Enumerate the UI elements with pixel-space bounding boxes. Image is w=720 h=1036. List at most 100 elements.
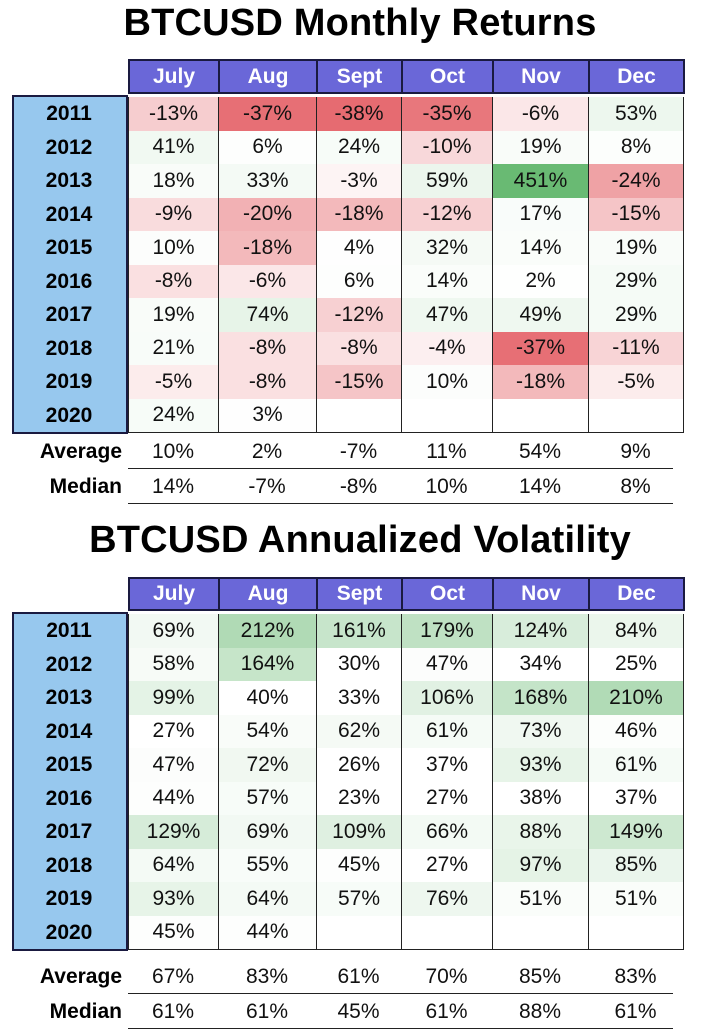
value-cell: -5% [129, 365, 218, 399]
value-cell: 34% [519, 652, 562, 676]
year-column [12, 612, 128, 951]
value-cell: 14% [493, 231, 588, 265]
value-cell: 33% [219, 164, 316, 198]
year-column [12, 95, 128, 434]
value-cell: 54% [219, 715, 316, 749]
summary-value: 45% [337, 1000, 380, 1023]
value-cell: 4% [343, 235, 375, 259]
summary-value: 88% [518, 1000, 562, 1023]
summary-label-median: Median [49, 475, 122, 498]
summary-underline [128, 468, 673, 469]
row-year-label: 2018 [45, 336, 93, 360]
value-cell: 47% [152, 752, 195, 776]
value-cell: 53% [589, 97, 683, 131]
value-cell: 59% [402, 164, 492, 198]
row-year-label: 2011 [46, 102, 92, 125]
value-cell: 14% [402, 265, 492, 299]
value-cell: -18% [317, 197, 401, 231]
grid-line-vertical [588, 97, 589, 432]
grid-line-vertical [492, 614, 493, 949]
column-header-oct: Oct [401, 59, 494, 94]
value-cell: 49% [493, 298, 588, 332]
column-header-july: July [128, 59, 220, 94]
summary-value: 54% [518, 440, 562, 463]
value-cell: -37% [219, 97, 316, 131]
value-cell [317, 916, 401, 950]
summary-value: 85% [518, 965, 562, 988]
value-cell: 27% [425, 786, 469, 810]
value-cell: 47% [425, 652, 469, 676]
summary-value: 83% [614, 965, 657, 988]
value-cell: 25% [614, 652, 658, 676]
grid-line-vertical [492, 97, 493, 432]
grid-line-vertical [218, 97, 219, 432]
value-cell: 124% [493, 614, 588, 648]
value-cell: 179% [402, 614, 492, 648]
column-header-sept: Sept [316, 59, 403, 94]
value-cell: 27% [425, 853, 469, 877]
row-year-label: 2017 [45, 303, 93, 326]
grid-line-vertical [316, 614, 317, 949]
value-cell: 24% [129, 398, 218, 432]
value-cell: -4% [402, 331, 492, 365]
value-cell: 93% [493, 748, 588, 782]
value-cell: 109% [317, 815, 401, 849]
value-cell: 73% [493, 714, 588, 748]
value-cell: 161% [317, 614, 401, 648]
value-cell: -12% [317, 298, 401, 332]
value-cell: -20% [219, 197, 316, 231]
summary-underline [128, 993, 673, 994]
value-cell: -18% [493, 365, 588, 399]
volatility-title: BTCUSD Annualized Volatility [89, 519, 631, 561]
value-cell: 46% [614, 719, 658, 743]
value-cell: -6% [219, 264, 316, 298]
summary-value: 61% [245, 1000, 289, 1023]
value-cell: 47% [402, 298, 492, 332]
value-cell: 76% [402, 882, 492, 916]
summary-value: 10% [151, 440, 195, 463]
value-cell: 45% [337, 853, 381, 877]
value-cell: 85% [589, 848, 683, 882]
column-header-aug: Aug [218, 577, 318, 611]
row-year-label: 2014 [45, 202, 93, 226]
row-year-label: 2011 [46, 619, 92, 642]
value-cell: 97% [493, 848, 588, 882]
grid-line-vertical [128, 97, 129, 432]
value-cell: 19% [589, 231, 683, 265]
value-cell: 210% [589, 681, 683, 715]
summary-value: 61% [425, 1000, 468, 1023]
value-cell: 6% [252, 135, 283, 159]
summary-value: 14% [151, 475, 195, 498]
value-cell: 45% [152, 920, 195, 944]
value-cell: 30% [337, 652, 381, 676]
value-cell: 27% [152, 719, 195, 743]
value-cell [493, 916, 588, 950]
row-year-label: 2015 [45, 236, 93, 259]
value-cell: 106% [402, 681, 492, 715]
row-year-label: 2013 [45, 686, 93, 709]
value-cell: -10% [402, 130, 492, 164]
value-cell: 74% [219, 298, 316, 332]
summary-label-average: Average [39, 440, 122, 463]
summary-value: 67% [151, 965, 195, 988]
summary-label-average: Average [39, 965, 122, 988]
row-year-label: 2013 [45, 169, 93, 192]
value-cell: 164% [219, 647, 316, 681]
value-cell: -5% [589, 365, 683, 399]
value-cell: 61% [402, 714, 492, 748]
value-cell: 168% [493, 681, 588, 715]
value-cell: 51% [493, 882, 588, 916]
value-cell: 18% [129, 164, 218, 198]
column-header-nov: Nov [492, 59, 590, 94]
value-cell: 21% [129, 331, 218, 365]
value-cell: -18% [219, 231, 316, 265]
value-cell: 129% [129, 815, 218, 849]
value-cell: -3% [317, 164, 401, 198]
column-header-july: July [128, 577, 220, 611]
value-cell: 23% [337, 786, 381, 810]
column-header-nov: Nov [492, 577, 590, 611]
value-cell: 69% [219, 815, 316, 849]
row-year-label: 2020 [45, 920, 93, 944]
row-year-label: 2012 [45, 135, 93, 159]
value-cell: 58% [129, 647, 218, 681]
